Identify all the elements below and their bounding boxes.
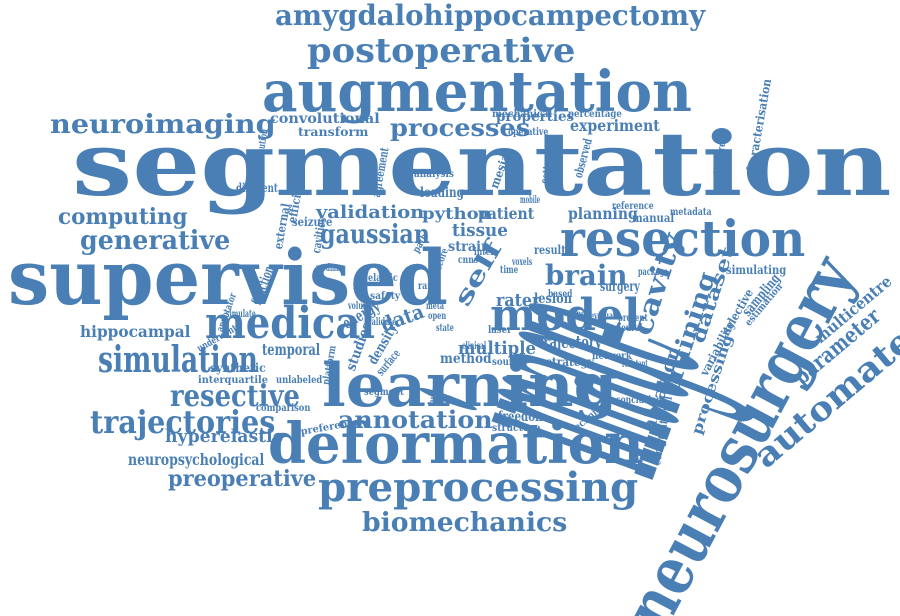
word-augmentation: augmentation [262,59,692,125]
word-segmentation: segmentation [72,112,892,216]
word-neuroimaging: neuroimaging [50,110,276,140]
word-metadata: metadata [670,207,712,218]
word-hyperelastic: hyperelastic [165,426,284,447]
word-time: time [500,265,519,276]
word-mobile: mobile [520,195,541,206]
word-volume: volume [348,301,374,312]
word-supervised: supervised [8,233,448,322]
word-biomechanics: biomechanics [362,508,568,538]
word-transform: transform [298,125,369,139]
word-resective: resective [170,379,300,414]
word-evaluate: evaluate [590,311,621,322]
word-method: method [440,351,492,367]
word-validate: validate [368,317,397,328]
word-rater: rater [496,290,541,311]
word-rare: rare [418,281,437,292]
word-simulate: simulate [226,309,256,320]
word-analysis: analysis [414,169,454,180]
word-manual: manual [632,211,675,225]
word-postoperative: postoperative [307,31,576,71]
word-laser: laser [488,325,512,336]
word-learning: learning [322,351,618,421]
word-clinical: clinical [462,341,487,352]
word-loading: loading [420,185,464,201]
word-result: result [534,243,566,257]
word-model: model [490,290,641,341]
word-structure: structure [492,423,541,434]
word-inter: inter [474,247,495,258]
word-temporal: temporal [262,340,321,359]
word-seizure: seizure [292,215,333,229]
word-source: source [492,357,525,368]
word-computing: computing [58,204,188,230]
word-neuropsychological: neuropsychological [128,450,265,469]
word-median: median [316,263,341,274]
word-hippocampal: hippocampal [80,322,191,341]
word-convolutional: convolutional [270,111,380,127]
word-tissue: tissue [452,220,508,241]
word-package: package [638,267,669,278]
word-based: based [548,289,573,300]
word-state: state [436,323,454,334]
word-resistant: resistant [622,359,648,370]
word-meta: meta [426,301,445,312]
word-patient: patient [478,204,535,223]
word-preoperative: preoperative [168,466,317,492]
word-mechanical: mechanical [492,109,553,120]
word-network: network [592,351,632,362]
word-generative: generative [80,226,231,256]
word-reference: reference [612,201,654,212]
word-trajectories: trajectories [90,403,276,441]
word-elastic: elastic [368,273,398,284]
word-multiple: multiple [458,338,537,359]
word-unlabeled: unlabeled [276,375,323,386]
word-synthetic: synthetic [210,361,266,375]
word-trajectory: trajectory [538,332,602,353]
word-planning: planning [568,204,638,223]
word-operative: operative [508,127,549,138]
word-freedom: freedom [498,409,547,425]
word-comparison: comparison [256,403,311,414]
word-validation: validation [316,202,425,223]
word-expert: expert [568,309,592,320]
word-processes: processes [390,113,531,142]
word-simulating: simulating [726,263,787,277]
word-gaussian: gaussian [320,220,430,250]
word-segment: segment [364,387,404,398]
word-surgery: surgery [600,279,640,295]
word-safety: safety [370,291,401,302]
word-open: open [428,311,447,322]
word-conclusion: conclusion [616,395,662,406]
word-preprocessing: preprocessing [318,464,639,511]
word-neural: neural [616,323,643,334]
word-amygdalohippocampectomy: amygdalohippocampectomy [275,0,706,32]
word-strain: strain [448,239,491,255]
word-strategy: strategy [546,355,594,369]
word-experiment: experiment [570,116,660,135]
word-brain: brain [545,259,628,292]
word-interquartile: interquartile [198,375,268,386]
word-annotation: annotation [338,405,493,434]
word-properties: properties [496,109,575,125]
word-medical: medical [205,298,375,349]
word-simulation: simulation [98,339,258,381]
word-voxels: voxels [512,257,533,268]
word-different: different [236,181,278,195]
word-lesion: lesion [534,291,572,307]
word-python: python [422,204,492,223]
word-resection: resection [560,209,806,268]
word-cnns: cnns [458,255,479,266]
word-present: present [618,313,648,324]
word-deformation: deformation [268,411,644,477]
word-percentage: percentage [568,109,622,120]
